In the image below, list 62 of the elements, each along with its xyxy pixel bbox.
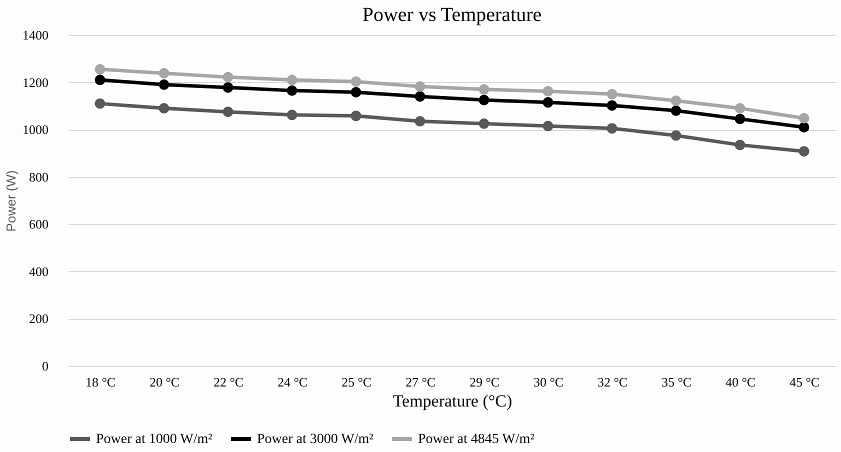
point	[606, 123, 618, 134]
point	[94, 98, 106, 109]
point	[158, 103, 170, 114]
y-tick-label: 0	[42, 358, 48, 374]
x-tick-label: 35 °C	[661, 374, 692, 390]
x-tick-label: 30 °C	[533, 374, 564, 390]
y-tick-label: 600	[29, 216, 48, 232]
x-tick-label: 27 °C	[405, 374, 436, 390]
point	[222, 72, 234, 82]
point	[158, 79, 170, 90]
point	[670, 105, 682, 116]
point	[478, 118, 490, 129]
point	[286, 74, 298, 86]
point	[542, 120, 554, 132]
point	[158, 68, 170, 79]
x-tick-label: 22 °C	[213, 374, 244, 390]
x-tick-label: 24 °C	[277, 374, 308, 390]
point	[414, 116, 426, 127]
point	[350, 110, 362, 122]
x-tick-label: 18 °C	[85, 374, 116, 390]
point	[734, 140, 746, 150]
legend-label: Power at 4845 W/m²	[418, 432, 534, 447]
y-tick-label: 1000	[22, 122, 48, 138]
point	[478, 94, 490, 106]
point	[222, 106, 234, 118]
legend-label: Power at 3000 W/m²	[257, 432, 374, 447]
point	[606, 100, 618, 111]
y-axis-title: Power (W)	[4, 170, 18, 232]
point	[414, 91, 426, 102]
y-tick-label: 400	[29, 264, 48, 279]
point	[542, 97, 554, 108]
legend-label: Power at 1000 W/m²	[96, 432, 212, 447]
point	[414, 81, 426, 92]
y-tick-label: 1400	[22, 28, 48, 42]
point	[670, 95, 682, 106]
point	[606, 88, 618, 100]
point	[670, 130, 682, 141]
point	[478, 84, 490, 95]
point	[542, 86, 554, 97]
x-tick-label: 25 °C	[341, 374, 372, 390]
point	[286, 85, 298, 96]
point	[350, 76, 362, 87]
point	[798, 146, 810, 157]
x-tick-label: 45 °C	[789, 374, 820, 390]
point	[798, 112, 810, 124]
x-tick-label: 29 °C	[469, 374, 500, 390]
y-tick-label: 1200	[22, 74, 48, 90]
x-tick-label: 40 °C	[725, 374, 756, 390]
y-tick-label: 200	[29, 311, 48, 326]
point	[94, 74, 106, 86]
point	[94, 64, 106, 75]
point	[734, 103, 746, 114]
point	[734, 114, 746, 124]
chart-title: Power vs Temperature	[362, 4, 542, 26]
y-tick-label: 800	[29, 169, 48, 184]
x-tick-label: 32 °C	[597, 374, 628, 390]
x-tick-label: 20 °C	[149, 374, 180, 390]
x-axis-title: Temperature (°C)	[392, 392, 512, 410]
point	[798, 122, 810, 132]
point	[286, 110, 298, 120]
point	[350, 86, 362, 98]
point	[222, 82, 234, 93]
